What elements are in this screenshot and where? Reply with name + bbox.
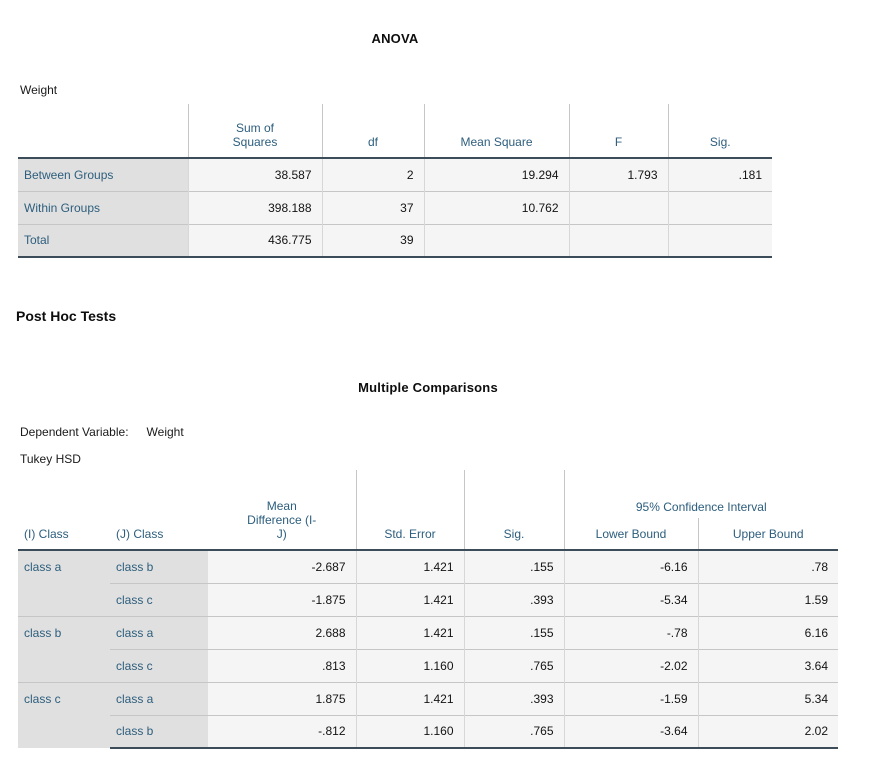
table-cell: .181 (667, 158, 772, 191)
anova-table-container[interactable]: Sum of Squares df Mean Square F Sig. Bet… (18, 104, 772, 258)
table-row-within-groups: Within Groups 398.188 37 10.762 (18, 190, 772, 224)
table-cell: 1.421 (355, 681, 464, 715)
multiple-comparisons-title: Multiple Comparisons (358, 380, 498, 395)
table-cell: 1.793 (568, 158, 668, 191)
column-header-mean-square: Mean Square (423, 104, 569, 159)
table-row-class-a-vs-b: class a class b -2.687 1.421 .155 -6.16 … (18, 550, 838, 616)
dependent-variable-label: Dependent Variable: (20, 425, 129, 439)
table-row-class-a-vs-c: class c -1.875 1.421 .393 -5.34 1.59 (18, 582, 838, 616)
tukey-hsd-label: Tukey HSD (20, 452, 81, 466)
table-cell: 6.16 (697, 615, 838, 649)
table-cell: .78 (697, 550, 838, 583)
table-cell: 398.188 (187, 190, 322, 224)
table-row-class-b-vs-a: class b class a 2.688 1.421 .155 -.78 6.… (18, 615, 838, 682)
table-cell: 1.421 (355, 582, 464, 616)
table-cell (667, 190, 772, 224)
column-header-sig: Sig. (463, 470, 564, 551)
table-cell: -1.59 (563, 681, 698, 715)
column-header-j-class: (J) Class (110, 470, 208, 551)
table-cell: .393 (463, 681, 564, 715)
table-cell: .765 (463, 648, 564, 682)
dependent-variable-value: Weight (146, 425, 184, 439)
table-cell: .155 (463, 615, 564, 649)
table-cell: 2 (321, 158, 424, 191)
table-cell: 1.59 (697, 582, 838, 616)
row-label-j: class a (110, 615, 208, 649)
column-header-df: df (321, 104, 424, 159)
table-cell: -6.16 (563, 550, 698, 583)
anova-table-title: ANOVA (371, 31, 419, 46)
column-header-std-error: Std. Error (355, 470, 464, 551)
column-header-upper-bound: Upper Bound (697, 518, 838, 551)
row-label: Total (18, 223, 188, 258)
anova-variable-label: Weight (20, 83, 58, 97)
column-header-f: F (568, 104, 668, 159)
anova-table: Sum of Squares df Mean Square F Sig. Bet… (18, 104, 772, 258)
mc-header-row-2: Lower Bound Upper Bound (18, 518, 838, 551)
table-cell: -.78 (563, 615, 698, 649)
column-header-sig: Sig. (667, 104, 772, 159)
table-row-between-groups: Between Groups 38.587 2 19.294 1.793 .18… (18, 158, 772, 191)
table-cell: 39 (321, 223, 424, 258)
row-label-j: class b (110, 550, 208, 583)
table-cell: 38.587 (187, 158, 322, 191)
table-cell: 1.160 (355, 648, 464, 682)
table-cell: 3.64 (697, 648, 838, 682)
column-header-confidence-interval: 95% Confidence Interval (563, 470, 838, 518)
table-cell: 1.421 (355, 550, 464, 583)
table-cell: -.812 (208, 714, 356, 749)
table-row-class-c-vs-a: class c class a 1.875 1.421 .393 -1.59 5… (18, 681, 838, 748)
table-cell (423, 223, 569, 258)
table-cell: -2.02 (563, 648, 698, 682)
post-hoc-section-heading: Post Hoc Tests (16, 308, 117, 324)
mc-header-row-1: (I) Class (J) Class Mean Difference (I- … (18, 470, 838, 551)
table-cell: -1.875 (208, 582, 356, 616)
row-label-j: class c (110, 648, 208, 682)
column-header-lower-bound: Lower Bound (563, 518, 698, 551)
table-cell: 2.02 (697, 714, 838, 749)
column-header-sum-of-squares: Sum of Squares (187, 104, 322, 159)
table-cell: -3.64 (563, 714, 698, 749)
table-cell: .393 (463, 582, 564, 616)
table-cell: 1.875 (208, 681, 356, 715)
row-label: Between Groups (18, 158, 188, 191)
table-cell (568, 223, 668, 258)
table-cell: 5.34 (697, 681, 838, 715)
table-row-total: Total 436.775 39 (18, 223, 772, 258)
row-label: Within Groups (18, 190, 188, 224)
row-label-j: class c (110, 582, 208, 616)
table-cell (667, 223, 772, 258)
table-cell: -5.34 (563, 582, 698, 616)
row-label-i: class c (18, 681, 110, 748)
table-row-class-c-vs-b: class b -.812 1.160 .765 -3.64 2.02 (18, 714, 838, 749)
table-cell: 10.762 (423, 190, 569, 224)
table-cell: 1.160 (355, 714, 464, 749)
row-label-i: class a (18, 550, 110, 616)
row-label-j: class b (110, 714, 208, 749)
dependent-variable-line: Dependent Variable: Weight (20, 425, 184, 439)
multiple-comparisons-table-container[interactable]: (I) Class (J) Class Mean Difference (I- … (18, 470, 838, 749)
anova-header-row: Sum of Squares df Mean Square F Sig. (18, 104, 772, 159)
table-cell: .155 (463, 550, 564, 583)
table-cell (568, 190, 668, 224)
table-cell: 1.421 (355, 615, 464, 649)
table-cell: 436.775 (187, 223, 322, 258)
table-cell: -2.687 (208, 550, 356, 583)
anova-corner-cell (18, 104, 188, 159)
row-label-i: class b (18, 615, 110, 682)
column-header-i-class: (I) Class (18, 470, 110, 551)
table-row-class-b-vs-c: class c .813 1.160 .765 -2.02 3.64 (18, 648, 838, 682)
table-cell: 19.294 (423, 158, 569, 191)
table-cell: .765 (463, 714, 564, 749)
column-header-mean-difference: Mean Difference (I- J) (208, 470, 356, 551)
row-label-j: class a (110, 681, 208, 715)
table-cell: 37 (321, 190, 424, 224)
table-cell: 2.688 (208, 615, 356, 649)
multiple-comparisons-table: (I) Class (J) Class Mean Difference (I- … (18, 470, 838, 749)
table-cell: .813 (208, 648, 356, 682)
